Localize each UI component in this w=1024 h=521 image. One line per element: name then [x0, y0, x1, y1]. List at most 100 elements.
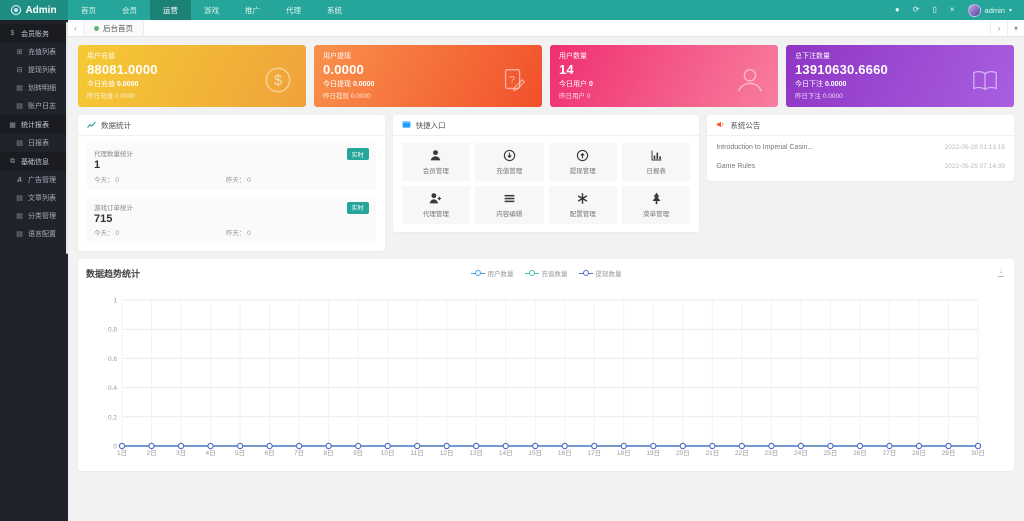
sidebar-item-ad-manage[interactable]: A 广告管理	[0, 171, 68, 189]
refresh-icon[interactable]: ⟳	[912, 5, 920, 14]
block-label: 代理数量统计	[94, 151, 133, 158]
category-manage-icon: ▤	[16, 213, 23, 220]
transfer-detail-icon: ▤	[16, 85, 23, 92]
user-menu[interactable]: admin ▾	[967, 3, 1012, 17]
realtime-badge: 实时	[346, 201, 369, 214]
nav-item-home[interactable]: 首页	[81, 5, 96, 15]
svg-text:0.8: 0.8	[108, 327, 117, 334]
tab-controls: › ▾	[990, 20, 1024, 36]
sidebar-item-label: 划转明细	[28, 85, 56, 92]
card-user-count[interactable]: 用户数量 14 今日用户 0 昨日用户 0	[550, 45, 778, 107]
tab-scroll-right-icon[interactable]: ›	[990, 20, 1007, 36]
nav-item-games[interactable]: 游戏	[204, 5, 219, 15]
content-edit-icon	[504, 194, 515, 203]
panel-data-statistics: 数据统计 代理数量统计 实时 1 今天： 0 昨天： 0 游戏订单统计	[78, 115, 385, 251]
tab-bar: ‹ 后台首页 › ▾	[68, 20, 1024, 37]
sidebar-item-label: 充值列表	[28, 49, 56, 56]
realtime-badge: 实时	[346, 148, 369, 160]
dollar-circle-icon: $	[263, 65, 293, 100]
sidebar-section-reports[interactable]: ▦ 统计报表	[0, 115, 68, 134]
tab-menu-icon[interactable]: ▾	[1007, 20, 1024, 36]
open-book-icon	[969, 67, 1001, 100]
sidebar-item-article-list[interactable]: ▤ 文章列表	[0, 189, 68, 207]
ad-manage-icon: A	[16, 176, 23, 184]
brand[interactable]: Admin	[0, 0, 68, 20]
stat-block-game-orders[interactable]: 游戏订单统计 实时 715 今天： 0 昨天： 0	[87, 196, 376, 243]
recharge-list-icon: ⊞	[16, 49, 23, 56]
svg-text:3日: 3日	[176, 449, 186, 457]
sidebar-section-label: 基础信息	[21, 158, 49, 166]
stat-block-agent-count[interactable]: 代理数量统计 实时 1 今天： 0 昨天： 0	[87, 143, 376, 190]
sidebar-item-withdraw-list[interactable]: ⊟ 提现列表	[0, 61, 68, 79]
panel-header: 系统公告	[707, 115, 1015, 136]
sidebar-scrollbar[interactable]	[66, 22, 68, 254]
active-tab-dot-icon	[94, 25, 99, 31]
wallet-icon: $	[10, 30, 15, 37]
svg-text:0.2: 0.2	[108, 414, 117, 421]
svg-text:28日: 28日	[912, 449, 926, 457]
tab-label: 后台首页	[103, 23, 133, 33]
sidebar-item-label: 文章列表	[28, 195, 56, 202]
tile-config-manage[interactable]: 配置管理	[548, 186, 617, 224]
avatar	[967, 3, 981, 17]
sidebar-section-member-accounting[interactable]: $ 会员账务	[0, 24, 68, 43]
card-value: 14	[559, 62, 574, 77]
svg-text:5日: 5日	[235, 449, 245, 457]
tile-agent-manage[interactable]: 代理管理	[401, 186, 471, 224]
base-info-icon: ⧉	[10, 157, 15, 165]
notice-item[interactable]: Introduction to Imperial Casin... 2022-0…	[716, 144, 1006, 151]
legend-withdraw-count[interactable]: 提现数量	[578, 268, 622, 278]
svg-text:9日: 9日	[353, 449, 363, 457]
tile-content-edit[interactable]: 内容编辑	[475, 186, 544, 224]
sidebar-item-recharge-list[interactable]: ⊞ 充值列表	[0, 43, 68, 61]
sidebar-item-language-config[interactable]: ▤ 语言配置	[0, 225, 68, 243]
tile-recharge-manage[interactable]: 充值管理	[475, 143, 544, 181]
nav-item-promotion[interactable]: 推广	[245, 5, 260, 15]
tab-scroll-left-icon[interactable]: ‹	[68, 20, 84, 36]
notice-item[interactable]: Game Rules 2022-05-25 07:14:39	[716, 163, 1006, 170]
sidebar-item-category-manage[interactable]: ▤ 分类管理	[0, 207, 68, 225]
card-user-recharge[interactable]: 用户充值 88081.0000 今日充值 0.0000 昨日充值 0.0000 …	[78, 45, 306, 107]
menu-tree-icon	[652, 192, 661, 205]
block-value: 715	[94, 212, 113, 225]
card-yesterday: 昨日充值 0.0000	[87, 93, 135, 100]
clear-cache-icon[interactable]: ▯	[932, 5, 937, 14]
line-chart-icon	[87, 120, 96, 131]
megaphone-icon	[716, 120, 725, 131]
tile-member-manage[interactable]: 会员管理	[401, 143, 471, 181]
panels-row: 数据统计 代理数量统计 实时 1 今天： 0 昨天： 0 游戏订单统计	[78, 115, 1015, 251]
legend-user-count[interactable]: 用户数量	[470, 268, 514, 278]
block-detail-row: 今天： 0 昨天： 0	[94, 176, 251, 184]
top-navbar: Admin 首页 会员 运营 游戏 推广 代理 系统 ● ⟳ ▯ × admin…	[0, 0, 1024, 20]
tab-dashboard-home[interactable]: 后台首页	[84, 20, 144, 36]
brand-title: Admin	[25, 4, 57, 16]
sidebar-item-daily-report[interactable]: ▤ 日报表	[0, 134, 68, 152]
sidebar-item-transfer-detail[interactable]: ▤ 划转明细	[0, 79, 68, 97]
nav-item-agents[interactable]: 代理	[286, 5, 301, 15]
svg-text:26日: 26日	[853, 449, 867, 457]
svg-text:18日: 18日	[617, 449, 631, 457]
daily-report-icon: ▤	[16, 140, 23, 147]
legend-recharge-count[interactable]: 充值数量	[524, 268, 568, 278]
svg-text:12日: 12日	[440, 449, 454, 457]
card-value: 0.0000	[323, 62, 364, 77]
nav-item-operations[interactable]: 运营	[150, 0, 191, 20]
svg-text:16日: 16日	[558, 449, 572, 457]
tile-menu-manage[interactable]: 菜单管理	[621, 186, 691, 224]
tile-daily-report[interactable]: 日报表	[621, 143, 691, 181]
nav-item-system[interactable]: 系统	[327, 5, 342, 15]
sidebar-item-account-log[interactable]: ▤ 账户日志	[0, 97, 68, 115]
download-icon[interactable]: ↓	[998, 266, 1004, 277]
notification-icon[interactable]: ●	[894, 5, 900, 14]
sidebar-section-base-info[interactable]: ⧉ 基础信息	[0, 152, 68, 171]
tile-withdraw-manage[interactable]: 提现管理	[548, 143, 617, 181]
users-icon	[733, 65, 765, 100]
card-total-bets[interactable]: 总下注数量 13910630.6660 今日下注 0.0000 昨日下注 0.0…	[786, 45, 1014, 107]
account-log-icon: ▤	[16, 103, 23, 110]
fullscreen-icon[interactable]: ×	[949, 5, 955, 14]
svg-text:8日: 8日	[324, 449, 334, 457]
card-user-withdraw[interactable]: 用户提现 0.0000 今日提现 0.0000 昨日提现 0.0000 ?	[314, 45, 542, 107]
panel-quick-entry: 快捷入口 会员管理 充值管理 提现管理	[392, 115, 700, 232]
dashboard-content: 用户充值 88081.0000 今日充值 0.0000 昨日充值 0.0000 …	[68, 37, 1024, 479]
nav-item-members[interactable]: 会员	[122, 5, 137, 15]
